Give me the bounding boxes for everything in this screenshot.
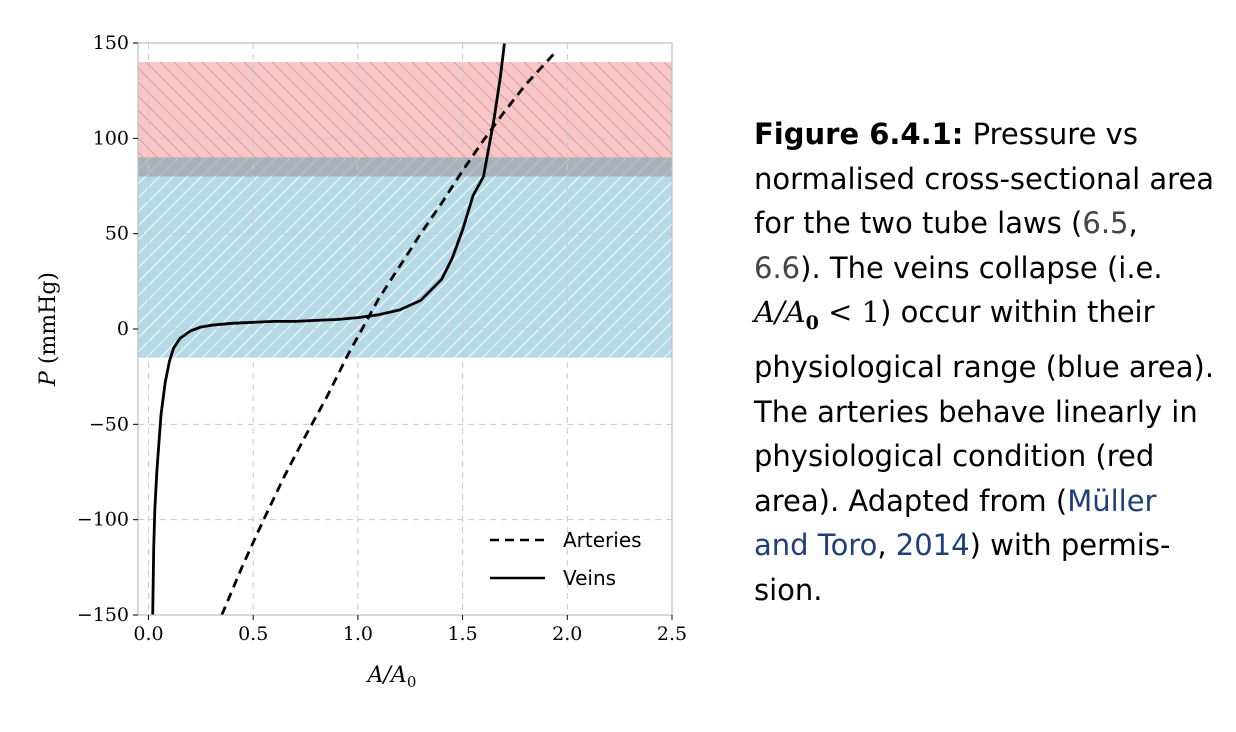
- x-axis-label: A/A0: [366, 663, 417, 691]
- x-tick-label: 0.0: [133, 623, 163, 645]
- caption-line: Figure 6.4.1: Pressure vs: [754, 112, 1224, 157]
- y-tick-label: 100: [93, 127, 129, 149]
- caption-line: normalised cross-sectional area: [754, 161, 1215, 196]
- citation-link[interactable]: Müller: [1067, 483, 1157, 518]
- caption-line: physiological condition (red: [754, 439, 1155, 474]
- legend: Arteries Veins: [490, 528, 642, 590]
- x-tick-label: 2.5: [657, 623, 687, 645]
- citation-year-link[interactable]: 2014: [895, 528, 970, 563]
- caption-line: A/A0 < 1) occur within their: [754, 295, 1155, 334]
- equation-ref-6-5[interactable]: 6.5: [1082, 206, 1129, 240]
- caption-line: The arteries behave linearly in: [754, 394, 1198, 429]
- y-tick-label: −50: [89, 413, 129, 435]
- figure-label: Figure 6.4.1:: [754, 117, 964, 151]
- caption-line: sion.: [754, 572, 823, 607]
- figure-caption: Figure 6.4.1: Pressure vs normalised cro…: [754, 112, 1224, 612]
- caption-text: Pressure vs: [963, 117, 1138, 151]
- x-tick-label: 1.5: [447, 623, 477, 645]
- blue-band: [138, 157, 672, 358]
- band-overlap: [138, 157, 672, 177]
- y-tick-label: 150: [93, 32, 129, 54]
- caption-line: for the two tube laws (6.5,: [754, 206, 1138, 240]
- legend-veins-label: Veins: [563, 566, 616, 590]
- y-tick-label: 50: [105, 223, 129, 245]
- caption-line: 6.6). The veins collapse (i.e.: [754, 250, 1163, 285]
- y-tick-label: −150: [77, 604, 129, 626]
- caption-line: and Toro, 2014) with permis-: [754, 528, 1171, 563]
- y-axis-label: P (mmHg): [36, 272, 61, 387]
- equation-ref-6-6[interactable]: 6.6: [754, 250, 801, 285]
- series-veins-line: [151, 43, 506, 615]
- math-ratio: A/A0 < 1: [754, 295, 881, 334]
- x-tick-label: 1.0: [343, 623, 373, 645]
- caption-line: area). Adapted from (Müller: [754, 483, 1157, 518]
- legend-arteries-label: Arteries: [563, 528, 642, 552]
- x-tick-label: 2.0: [552, 623, 582, 645]
- citation-link[interactable]: and Toro: [754, 528, 878, 563]
- y-tick-label: −100: [77, 509, 129, 531]
- x-tick-label: 0.5: [238, 623, 268, 645]
- caption-line: physiological range (blue area).: [754, 350, 1215, 385]
- y-tick-label: 0: [117, 318, 129, 340]
